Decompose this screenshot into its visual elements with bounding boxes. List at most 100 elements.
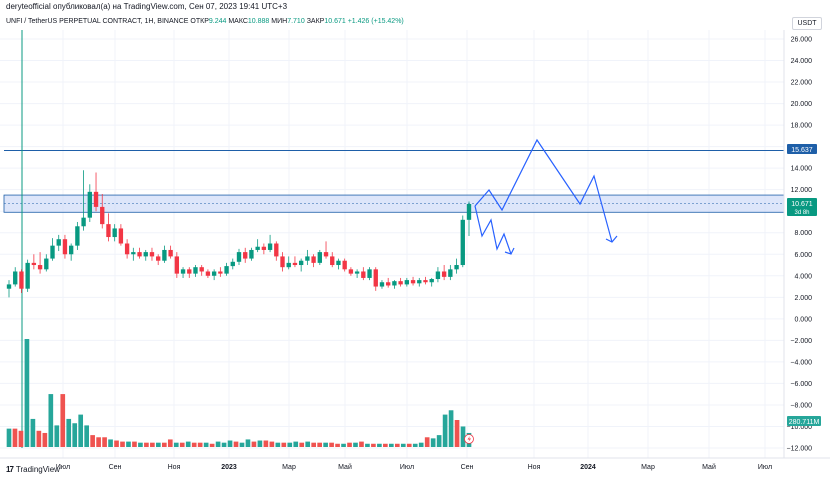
candle[interactable] bbox=[441, 265, 447, 281]
candle[interactable] bbox=[93, 172, 99, 212]
candle[interactable] bbox=[267, 234, 273, 253]
x-tick-label: Сен bbox=[461, 464, 474, 471]
candle[interactable] bbox=[311, 254, 316, 268]
candle[interactable] bbox=[174, 252, 180, 278]
y-tick-label: 6.000 bbox=[794, 252, 812, 259]
candle[interactable] bbox=[205, 269, 211, 278]
candle[interactable] bbox=[274, 241, 279, 261]
candle[interactable] bbox=[261, 243, 267, 255]
candle[interactable] bbox=[100, 193, 105, 229]
candle[interactable] bbox=[56, 234, 61, 252]
volume-bar bbox=[42, 432, 48, 447]
candle[interactable] bbox=[193, 265, 198, 277]
y-tick-label: 26.000 bbox=[791, 37, 813, 44]
candle[interactable] bbox=[417, 277, 422, 287]
candle[interactable] bbox=[386, 277, 391, 288]
candle[interactable] bbox=[50, 238, 55, 261]
volume-bar bbox=[12, 428, 18, 447]
candle[interactable] bbox=[255, 239, 260, 253]
candle[interactable] bbox=[348, 267, 354, 276]
y-tick-label: 24.000 bbox=[791, 58, 813, 65]
candle[interactable] bbox=[373, 267, 378, 291]
tradingview-logo[interactable]: 17 TradingView bbox=[6, 465, 60, 474]
candle[interactable] bbox=[460, 215, 465, 268]
candle[interactable] bbox=[454, 258, 459, 274]
candle[interactable] bbox=[330, 252, 335, 268]
candle[interactable] bbox=[317, 249, 322, 266]
volume-bar bbox=[323, 442, 328, 447]
candle[interactable] bbox=[44, 254, 49, 272]
candle[interactable] bbox=[62, 234, 68, 259]
candle[interactable] bbox=[68, 243, 74, 261]
candle[interactable] bbox=[31, 254, 37, 270]
candle[interactable] bbox=[292, 256, 298, 268]
small-projection-path[interactable] bbox=[474, 205, 512, 255]
candle[interactable] bbox=[137, 247, 142, 259]
candle[interactable] bbox=[149, 247, 155, 261]
volume-bar bbox=[442, 414, 448, 447]
x-tick-label: Сен bbox=[109, 464, 122, 471]
candle[interactable] bbox=[398, 277, 403, 287]
candle[interactable] bbox=[19, 269, 24, 294]
candle[interactable] bbox=[180, 267, 186, 278]
volume-bar bbox=[287, 442, 293, 447]
candle[interactable] bbox=[243, 247, 248, 263]
candle[interactable] bbox=[25, 259, 30, 292]
y-tick-label: −8.000 bbox=[790, 402, 812, 409]
candle[interactable] bbox=[379, 280, 385, 289]
candle[interactable] bbox=[218, 267, 223, 277]
volume-label-box: 280.711M bbox=[787, 416, 821, 426]
candle[interactable] bbox=[224, 262, 229, 276]
candle[interactable] bbox=[156, 254, 161, 266]
candle[interactable] bbox=[435, 267, 441, 283]
x-tick-label: 2023 bbox=[221, 464, 237, 471]
candle[interactable] bbox=[361, 267, 366, 281]
candle[interactable] bbox=[404, 277, 410, 287]
currency-button[interactable]: USDT bbox=[792, 17, 822, 30]
candle[interactable] bbox=[230, 258, 235, 270]
candle[interactable] bbox=[354, 269, 360, 278]
candle[interactable] bbox=[323, 241, 329, 259]
candle[interactable] bbox=[429, 277, 434, 287]
projection-path[interactable] bbox=[474, 138, 613, 243]
candle[interactable] bbox=[298, 258, 304, 272]
candle[interactable] bbox=[466, 201, 472, 236]
candle[interactable] bbox=[112, 224, 117, 242]
symbol-name[interactable]: UNFI / TetherUS PERPETUAL CONTRACT, 1Н, … bbox=[6, 18, 189, 25]
candle[interactable] bbox=[305, 249, 310, 266]
candle[interactable] bbox=[392, 280, 397, 289]
candle[interactable] bbox=[168, 245, 173, 259]
candle[interactable] bbox=[37, 252, 43, 274]
candle[interactable] bbox=[143, 249, 148, 261]
candle[interactable] bbox=[336, 258, 341, 270]
candle[interactable] bbox=[249, 247, 254, 261]
candle[interactable] bbox=[448, 265, 453, 281]
candle[interactable] bbox=[342, 258, 347, 272]
candle[interactable] bbox=[131, 247, 136, 261]
candle[interactable] bbox=[124, 239, 130, 259]
x-axis: Июл Сен Ноя 2023 Мар Май Июл Сен Ноя 2024 Мар Май Ию… bbox=[56, 463, 772, 471]
candle[interactable] bbox=[423, 276, 428, 285]
candle[interactable] bbox=[367, 267, 372, 281]
lightning-icon[interactable] bbox=[464, 434, 474, 444]
candle[interactable] bbox=[286, 256, 291, 270]
candle[interactable] bbox=[118, 224, 124, 246]
candle[interactable] bbox=[211, 269, 217, 281]
candle[interactable] bbox=[280, 252, 285, 272]
candle[interactable] bbox=[187, 267, 192, 278]
projection-arrow bbox=[605, 235, 618, 243]
candle[interactable] bbox=[75, 221, 80, 250]
candle[interactable] bbox=[106, 213, 111, 242]
candle[interactable] bbox=[81, 170, 86, 231]
candle[interactable] bbox=[236, 248, 242, 266]
candle[interactable] bbox=[410, 276, 416, 286]
candle[interactable] bbox=[13, 267, 18, 287]
candle[interactable] bbox=[199, 265, 204, 276]
candle[interactable] bbox=[6, 280, 12, 298]
y-tick-label: 20.000 bbox=[791, 101, 813, 108]
volume-bar bbox=[24, 339, 30, 447]
x-tick-label: Ноя bbox=[168, 464, 181, 471]
candle[interactable] bbox=[162, 245, 167, 263]
candle[interactable] bbox=[87, 184, 92, 222]
